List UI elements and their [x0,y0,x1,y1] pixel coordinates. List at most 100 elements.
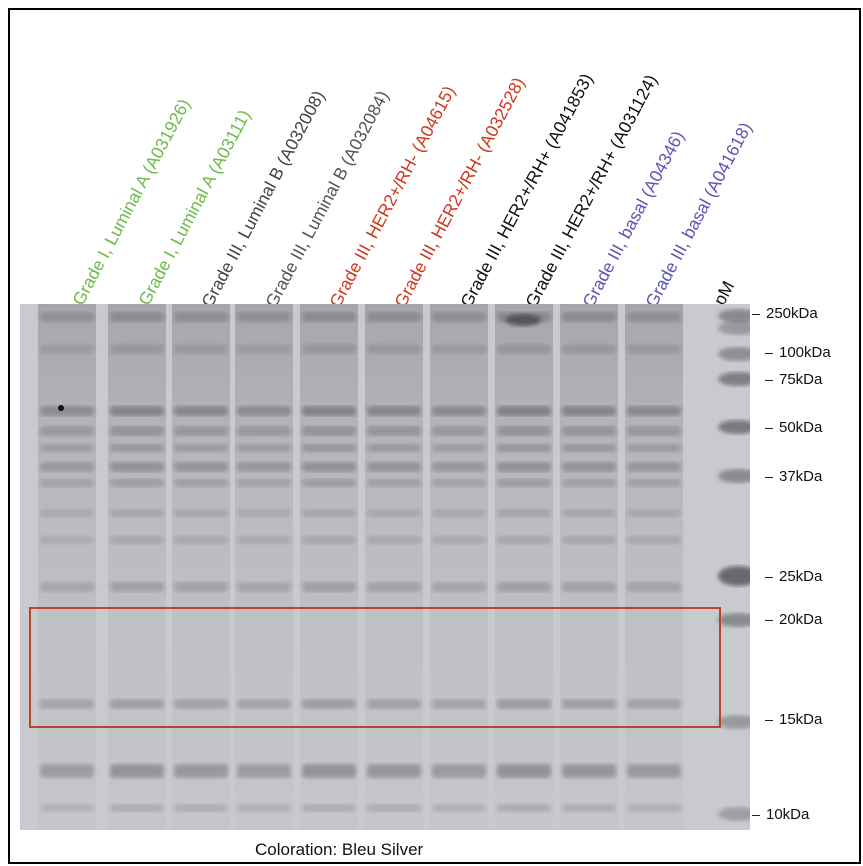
figure-frame [8,8,861,864]
gel-band [497,582,551,592]
gel-band [110,444,164,452]
gel-band [497,479,551,487]
gel-band [497,764,551,778]
gel-band [40,462,94,472]
marker-label-75: 75kDa [765,371,822,388]
gel-band [174,444,228,452]
gel-band [367,536,421,544]
gel-band [367,426,421,436]
ladder-band [718,372,750,386]
ladder-band [718,807,750,821]
ladder-band [718,715,750,729]
gel-band [40,536,94,544]
gel-band [562,509,616,517]
gel-lane [430,304,488,830]
gel-band [627,344,681,354]
gel-band [627,536,681,544]
marker-label-50: 50kDa [765,419,822,436]
marker-label-15: 15kDa [765,711,822,728]
gel-band [627,312,681,322]
gel-band [110,536,164,544]
gel-band [367,764,421,778]
gel-band [562,479,616,487]
gel-band [237,699,291,709]
gel-band [367,462,421,472]
gel-band [497,344,551,354]
gel-band [497,444,551,452]
gel-band [302,764,356,778]
gel-lane [235,304,293,830]
gel-band [432,582,486,592]
ladder-band [718,469,750,483]
gel-band [110,804,164,812]
gel-band [302,479,356,487]
gel-band [237,462,291,472]
gel-band [562,462,616,472]
gel-band [174,312,228,322]
gel-spot [58,405,64,411]
gel-band [505,314,541,326]
gel-band [40,509,94,517]
gel-band [110,426,164,436]
gel-band [627,764,681,778]
gel-band [110,479,164,487]
gel-band [367,699,421,709]
gel-band [174,344,228,354]
gel-band [627,426,681,436]
highlight-box [29,607,721,728]
gel-band [562,312,616,322]
ladder-band [718,613,750,627]
gel-band [110,462,164,472]
gel-band [174,509,228,517]
gel-band [237,344,291,354]
caption: Coloration: Bleu Silver [255,840,424,859]
gel-band [237,764,291,778]
gel-band [110,312,164,322]
gel-band [432,312,486,322]
gel-lane [560,304,618,830]
gel-band [627,509,681,517]
gel-band [40,764,94,778]
gel-band [302,582,356,592]
marker-label-100: 100kDa [765,344,831,361]
gel-band [174,406,228,416]
gel-band [237,444,291,452]
marker-label-25: 25kDa [765,568,822,585]
gel-band [237,804,291,812]
gel-lane [495,304,553,830]
gel-band [110,699,164,709]
gel-band [627,406,681,416]
marker-ladder [718,309,750,821]
gel-band [627,462,681,472]
gel-band [432,804,486,812]
gel-band [302,406,356,416]
gel-band [562,764,616,778]
marker-label-250: 250kDa [752,305,818,322]
ladder-band [718,321,750,335]
gel-lane [38,304,96,830]
gel-band [367,479,421,487]
gel-band [432,444,486,452]
gel-band [237,509,291,517]
gel-band [497,509,551,517]
gel-lane [625,304,683,830]
gel-band [432,462,486,472]
gel-band [497,462,551,472]
gel-band [497,536,551,544]
ladder-band [718,347,750,361]
gel-band [40,312,94,322]
gel-band [237,312,291,322]
gel-band [367,406,421,416]
gel-band [40,479,94,487]
gel-band [497,406,551,416]
gel-band [237,536,291,544]
marker-label-10: 10kDa [752,806,809,823]
gel-image [20,304,750,830]
gel-band [302,509,356,517]
ladder-band [718,420,750,434]
gel-band [432,764,486,778]
gel-band [432,509,486,517]
gel-band [174,699,228,709]
gel-band [302,344,356,354]
gel-band [40,406,94,416]
